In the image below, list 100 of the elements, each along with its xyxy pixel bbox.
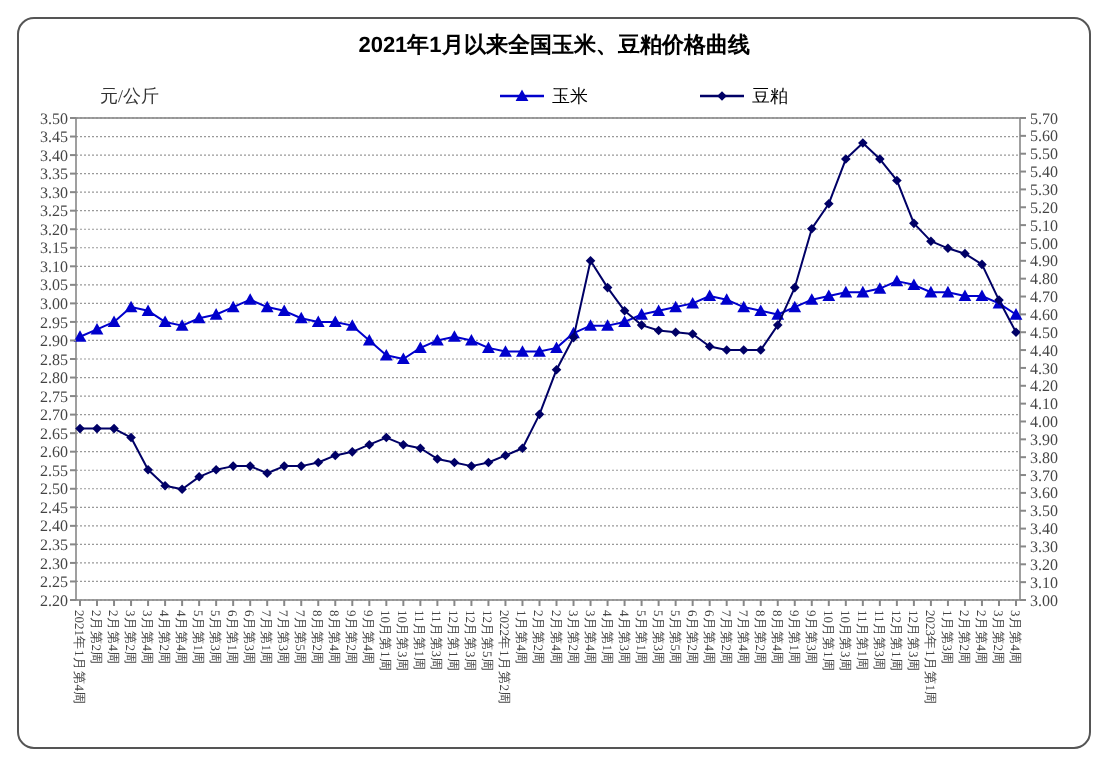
point: [177, 484, 187, 495]
point: [396, 352, 410, 365]
point: [652, 304, 666, 316]
point: [958, 289, 972, 302]
point: [260, 300, 274, 313]
y2-tick-label: 4.80: [1030, 270, 1058, 289]
point: [584, 319, 597, 331]
point: [192, 311, 206, 324]
y2-tick-label: 3.80: [1030, 448, 1058, 467]
point: [73, 330, 87, 342]
point: [107, 315, 121, 328]
y2-tick-label: 3.00: [1030, 591, 1058, 610]
y-tick-label: 2.95: [40, 313, 68, 332]
point: [245, 461, 255, 471]
point: [805, 293, 819, 305]
y-tick-label: 2.90: [40, 332, 68, 351]
point: [194, 472, 204, 482]
point: [482, 341, 495, 353]
point: [841, 154, 851, 164]
point: [585, 256, 596, 266]
point: [109, 423, 119, 434]
y-tick-label: 2.55: [40, 461, 68, 480]
y2-tick-label: 4.70: [1030, 288, 1058, 307]
point: [516, 345, 529, 357]
point: [943, 243, 953, 254]
point: [311, 315, 325, 328]
chart-title: 2021年1月以来全国玉米、豆粕价格曲线: [358, 32, 750, 58]
point: [243, 293, 257, 305]
point: [328, 315, 342, 328]
y2-tick-label: 4.20: [1030, 377, 1058, 396]
point: [415, 443, 426, 454]
y2-tick-label: 5.10: [1030, 216, 1058, 235]
y2-tick-label: 3.50: [1030, 502, 1058, 521]
point: [432, 454, 443, 464]
point: [789, 282, 800, 293]
point: [754, 304, 768, 316]
point: [143, 464, 153, 475]
point: [737, 300, 751, 313]
legend-label: 豆粕: [752, 86, 788, 106]
point: [330, 450, 341, 461]
y2-tick-label: 4.90: [1030, 252, 1058, 271]
point: [517, 443, 528, 454]
point: [890, 274, 904, 287]
point: [379, 348, 393, 361]
y-tick-label: 3.05: [40, 276, 68, 295]
y-tick-label: 3.00: [40, 294, 68, 313]
point: [788, 300, 802, 313]
point: [75, 423, 85, 434]
point: [839, 285, 853, 298]
point: [362, 334, 376, 346]
y-tick-label: 3.10: [40, 257, 68, 276]
y-tick-label: 2.30: [40, 554, 68, 573]
y2-tick-label: 3.40: [1030, 520, 1058, 539]
point: [822, 289, 836, 302]
y2-tick-label: 4.10: [1030, 395, 1058, 414]
point: [262, 468, 272, 479]
point: [313, 457, 324, 468]
y2-tick-label: 3.10: [1030, 573, 1058, 592]
y-tick-label: 2.25: [40, 573, 68, 592]
point: [158, 315, 172, 328]
legend-label: 玉米: [552, 86, 588, 106]
y-tick-label: 3.50: [40, 109, 68, 128]
point: [160, 480, 170, 491]
point: [381, 432, 392, 443]
point: [430, 334, 444, 346]
y2-tick-label: 5.40: [1030, 163, 1058, 182]
y2-tick-label: 4.60: [1030, 305, 1058, 324]
point: [550, 341, 563, 353]
y-tick-label: 2.50: [40, 480, 68, 499]
point: [907, 278, 921, 290]
y2-tick-label: 3.30: [1030, 538, 1058, 557]
point: [499, 345, 512, 357]
point: [687, 329, 698, 339]
point: [211, 464, 221, 475]
point: [296, 461, 307, 471]
point: [398, 439, 409, 450]
point: [856, 285, 870, 298]
y-tick-label: 3.45: [40, 128, 68, 147]
point: [466, 461, 477, 471]
point: [635, 308, 648, 320]
point: [975, 289, 989, 302]
point: [960, 248, 970, 259]
point: [294, 311, 308, 324]
y2-tick-label: 5.70: [1030, 109, 1058, 128]
y2-tick-label: 4.30: [1030, 359, 1058, 378]
point: [448, 330, 461, 342]
y2-tick-label: 4.50: [1030, 323, 1058, 342]
point: [824, 198, 834, 209]
point: [669, 300, 683, 313]
y-tick-label: 2.35: [40, 535, 68, 554]
y-tick-label: 2.60: [40, 443, 68, 462]
y-tick-label: 3.30: [40, 183, 68, 202]
point: [806, 223, 817, 234]
y2-tick-label: 5.60: [1030, 127, 1058, 146]
point: [141, 304, 155, 316]
y-tick-label: 2.20: [40, 591, 68, 610]
y2-tick-label: 4.40: [1030, 341, 1058, 360]
y-tick-label: 2.65: [40, 424, 68, 443]
y2-tick-label: 3.70: [1030, 466, 1058, 485]
y2-tick-label: 5.20: [1030, 198, 1058, 217]
